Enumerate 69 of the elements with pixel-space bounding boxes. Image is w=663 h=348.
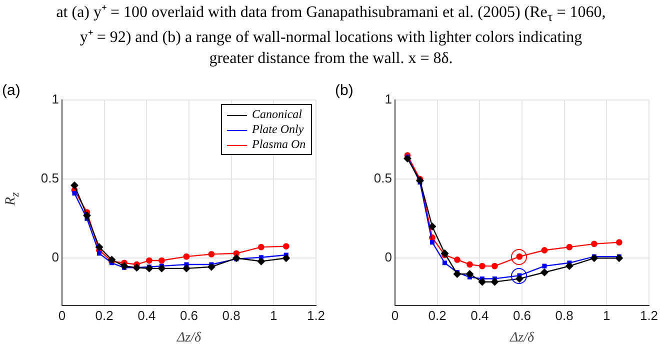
point <box>440 249 449 258</box>
point <box>232 254 240 262</box>
y-tick-label: 0.5 <box>374 170 392 186</box>
point <box>542 264 547 268</box>
point <box>479 262 486 270</box>
x-tick-label: 1 <box>270 308 278 323</box>
point <box>72 191 77 196</box>
point <box>540 268 548 276</box>
point <box>565 262 574 270</box>
point <box>453 270 462 278</box>
point <box>158 264 166 272</box>
point <box>158 257 165 264</box>
point <box>615 254 624 262</box>
point <box>428 222 436 231</box>
point <box>430 240 435 245</box>
point <box>120 262 128 270</box>
x-tick-label: 1 <box>603 308 610 323</box>
legend-label: Plate Only <box>252 122 304 136</box>
point <box>403 154 412 163</box>
x-tick-label: 0.8 <box>222 308 240 323</box>
x-tick-label: 0.4 <box>138 308 156 323</box>
point <box>491 262 498 270</box>
point <box>70 181 78 190</box>
point <box>258 244 264 250</box>
point <box>490 278 499 286</box>
x-axis-title: Δz/δ <box>508 330 535 346</box>
point <box>183 253 190 260</box>
point <box>145 264 154 272</box>
point <box>82 211 91 220</box>
point <box>96 251 102 256</box>
text: at (a) y⁺ = 100 overlaid with data from Ganapathisubramani et al. (2005) (Re$_{τ}$ = 1060, y⁺ = 92) and (b) a range of wall-normal locations with lighter colors indicating greater distance from the wall. x = 8δ. <box>56 3 606 70</box>
point <box>590 254 598 262</box>
point <box>590 240 598 248</box>
point <box>416 176 424 185</box>
chart-title: (b) <box>335 82 354 99</box>
x-tick-label: 0.2 <box>428 308 446 323</box>
y-tick-label: 1 <box>52 92 59 107</box>
point <box>478 278 486 286</box>
point <box>466 261 473 268</box>
y-tick-label: 0 <box>384 250 392 265</box>
point <box>454 256 460 263</box>
point <box>95 243 104 252</box>
y-tick-label: 0 <box>52 250 59 265</box>
x-tick-label: 0.4 <box>470 308 489 323</box>
point <box>566 244 573 250</box>
chart-title: (a) <box>2 82 20 99</box>
point <box>146 257 152 264</box>
point <box>442 260 448 266</box>
x-tick-label: 1.2 <box>640 308 658 323</box>
y-tick-label: 1 <box>384 92 392 107</box>
point <box>257 257 266 266</box>
x-tick-label: 0.6 <box>512 308 532 323</box>
x-tick-label: 1.2 <box>306 308 326 323</box>
point <box>207 262 216 271</box>
x-tick-label: 0.8 <box>555 308 574 323</box>
legend-label: Plasma On <box>252 137 306 151</box>
x-axis-title: Δz/δ <box>176 330 202 346</box>
point <box>541 247 548 254</box>
point <box>108 256 116 264</box>
point <box>182 264 190 272</box>
x-tick-label: 0.6 <box>180 308 198 323</box>
point <box>466 270 474 278</box>
point <box>208 251 215 258</box>
point <box>616 239 622 246</box>
point <box>282 243 290 250</box>
legend-label: Canonical <box>252 107 302 121</box>
x-tick-label: 0.2 <box>95 308 114 323</box>
y-tick-label: 0.5 <box>40 170 59 186</box>
point <box>282 254 290 262</box>
